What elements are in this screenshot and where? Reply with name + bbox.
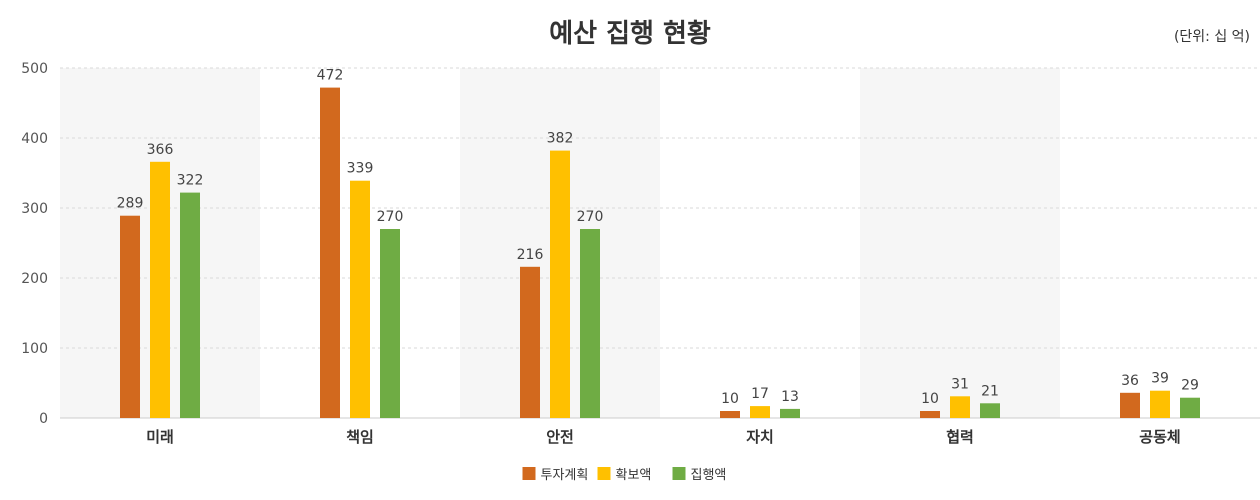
chart-title: 예산 집행 현황 [549, 19, 711, 49]
bar [1150, 390, 1170, 418]
bar [150, 161, 170, 419]
legend-swatch [522, 467, 536, 480]
legend-label: 투자계획 [541, 468, 589, 483]
x-tick-label: 안전 [546, 428, 574, 446]
bars [120, 87, 1200, 419]
unit-label: (단위: 십 억) [1174, 29, 1250, 45]
data-label: 36 [1121, 373, 1139, 389]
y-tick-label: 300 [21, 201, 48, 217]
bar [1120, 392, 1140, 418]
data-label: 10 [721, 391, 739, 407]
data-label: 13 [781, 389, 799, 405]
bar [350, 180, 370, 418]
data-label: 366 [147, 142, 174, 158]
data-label: 339 [347, 161, 374, 177]
legend-swatch [597, 467, 611, 480]
y-axis: 0 100 200 300 400 500 [21, 61, 1260, 427]
bar [720, 411, 740, 418]
y-tick-label: 500 [21, 61, 48, 77]
legend-swatch [672, 467, 686, 480]
data-label: 382 [547, 131, 574, 147]
data-label: 216 [517, 247, 544, 263]
bar [980, 403, 1000, 418]
x-axis: 미래 책임 안전 자치 협력 공동체 [146, 428, 1181, 446]
bar [950, 396, 970, 418]
x-tick-label: 공동체 [1139, 428, 1180, 446]
data-label: 21 [981, 383, 999, 399]
data-label: 31 [951, 376, 969, 392]
bar [920, 411, 940, 418]
gridlines [60, 67, 1260, 349]
data-label: 289 [117, 196, 144, 212]
data-label: 10 [921, 391, 939, 407]
bar [780, 408, 800, 418]
x-tick-label: 책임 [346, 428, 374, 446]
x-tick-label: 미래 [146, 428, 174, 446]
bar [180, 192, 200, 418]
data-label: 322 [177, 173, 204, 189]
bar [580, 229, 600, 418]
data-label: 270 [377, 209, 404, 225]
bar [120, 215, 140, 418]
legend-label: 확보액 [616, 468, 652, 483]
legend-label: 집행액 [691, 467, 727, 483]
bar [550, 150, 570, 418]
data-label: 270 [577, 209, 604, 225]
data-label: 29 [1181, 378, 1199, 394]
y-tick-label: 100 [21, 341, 48, 357]
legend: 투자계획 확보액 집행액 [522, 467, 727, 483]
category-band [860, 68, 1060, 418]
bar [750, 406, 770, 418]
y-tick-label: 0 [39, 411, 48, 427]
y-tick-label: 400 [21, 131, 48, 147]
data-label: 39 [1151, 371, 1169, 387]
bar [520, 266, 540, 418]
bar [1180, 397, 1200, 418]
x-tick-label: 자치 [746, 428, 774, 446]
y-tick-label: 200 [21, 271, 48, 287]
data-label: 17 [751, 386, 769, 402]
bar [320, 87, 340, 418]
x-tick-label: 협력 [946, 428, 974, 446]
data-label: 472 [317, 68, 344, 84]
bar [380, 229, 400, 418]
